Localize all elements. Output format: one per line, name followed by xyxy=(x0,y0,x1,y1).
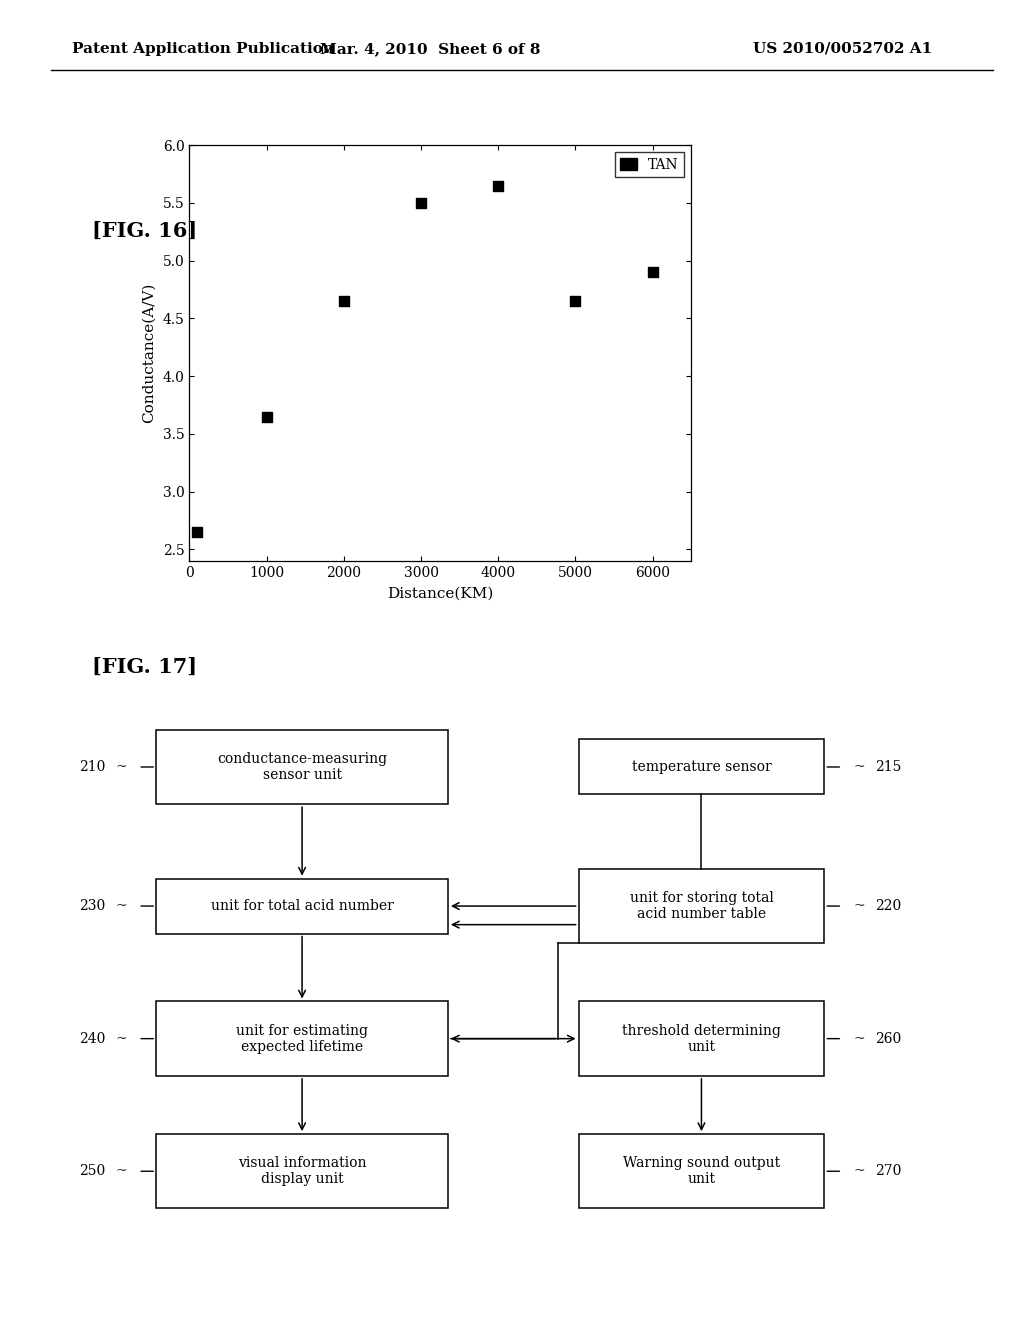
Text: ~: ~ xyxy=(116,899,127,913)
Text: Patent Application Publication: Patent Application Publication xyxy=(72,42,334,55)
FancyBboxPatch shape xyxy=(156,879,449,933)
Text: 260: 260 xyxy=(876,1032,902,1045)
Text: US 2010/0052702 A1: US 2010/0052702 A1 xyxy=(753,42,932,55)
Text: unit for storing total
acid number table: unit for storing total acid number table xyxy=(630,891,773,921)
Text: 250: 250 xyxy=(79,1164,104,1179)
Text: ~: ~ xyxy=(116,1164,127,1179)
X-axis label: Distance(KM): Distance(KM) xyxy=(387,587,494,601)
FancyBboxPatch shape xyxy=(579,1134,824,1208)
Text: ~: ~ xyxy=(853,1164,864,1179)
Point xyxy=(644,261,660,282)
Text: [FIG. 16]: [FIG. 16] xyxy=(92,220,198,242)
Text: 215: 215 xyxy=(876,760,902,774)
Text: temperature sensor: temperature sensor xyxy=(632,760,771,774)
Text: conductance-measuring
sensor unit: conductance-measuring sensor unit xyxy=(217,752,387,781)
Text: ~: ~ xyxy=(116,1032,127,1045)
Point xyxy=(258,407,274,428)
Point xyxy=(567,290,584,312)
FancyBboxPatch shape xyxy=(156,1134,449,1208)
FancyBboxPatch shape xyxy=(156,1002,449,1076)
Text: Mar. 4, 2010  Sheet 6 of 8: Mar. 4, 2010 Sheet 6 of 8 xyxy=(319,42,541,55)
Legend: TAN: TAN xyxy=(614,152,684,177)
Text: unit for total acid number: unit for total acid number xyxy=(211,899,393,913)
Text: [FIG. 17]: [FIG. 17] xyxy=(92,656,198,677)
Y-axis label: Conductance(A/V): Conductance(A/V) xyxy=(141,282,156,424)
Text: ~: ~ xyxy=(116,760,127,774)
Text: ~: ~ xyxy=(853,760,864,774)
Point xyxy=(336,290,352,312)
Text: 220: 220 xyxy=(876,899,902,913)
Text: unit for estimating
expected lifetime: unit for estimating expected lifetime xyxy=(237,1023,368,1053)
Text: ~: ~ xyxy=(853,899,864,913)
FancyBboxPatch shape xyxy=(579,1002,824,1076)
Point xyxy=(413,193,429,214)
Text: ~: ~ xyxy=(853,1032,864,1045)
Point xyxy=(490,176,507,197)
FancyBboxPatch shape xyxy=(579,869,824,944)
Text: 270: 270 xyxy=(876,1164,902,1179)
Text: Warning sound output
unit: Warning sound output unit xyxy=(623,1156,780,1187)
Text: threshold determining
unit: threshold determining unit xyxy=(622,1023,781,1053)
Text: 240: 240 xyxy=(79,1032,104,1045)
FancyBboxPatch shape xyxy=(579,739,824,795)
Text: visual information
display unit: visual information display unit xyxy=(238,1156,367,1187)
FancyBboxPatch shape xyxy=(156,730,449,804)
Text: 210: 210 xyxy=(79,760,104,774)
Point xyxy=(189,521,206,543)
Text: 230: 230 xyxy=(79,899,104,913)
